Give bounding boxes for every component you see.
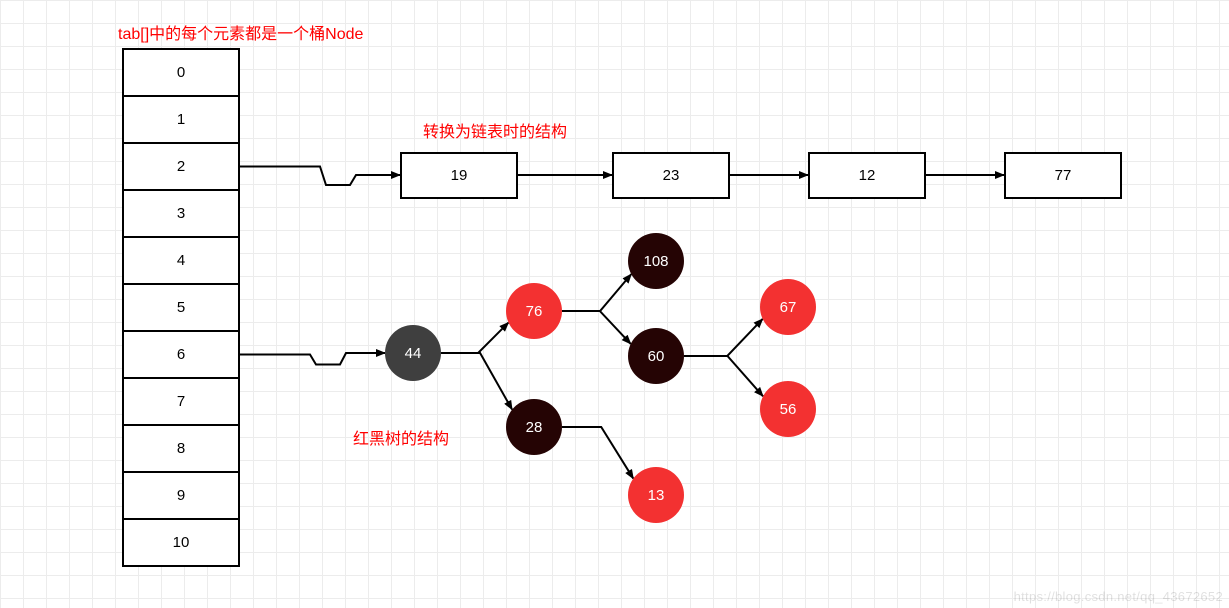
list-node: 12 [808, 152, 926, 199]
linked-list-label: 转换为链表时的结构 [423, 118, 567, 142]
bucket-cell: 4 [122, 236, 240, 285]
list-node: 23 [612, 152, 730, 199]
bucket-cell: 1 [122, 95, 240, 144]
tree-node: 56 [760, 381, 816, 437]
node-layer: 0123456789101923127744762810860136756 [0, 0, 1229, 608]
list-node: 19 [400, 152, 518, 199]
bucket-cell: 7 [122, 377, 240, 426]
tree-node: 44 [385, 325, 441, 381]
rb-tree-label: 红黑树的结构 [353, 425, 449, 449]
bucket-cell: 5 [122, 283, 240, 332]
bucket-cell: 3 [122, 189, 240, 238]
bucket-cell: 10 [122, 518, 240, 567]
tree-node: 108 [628, 233, 684, 289]
tree-node: 67 [760, 279, 816, 335]
tree-node: 60 [628, 328, 684, 384]
tree-node: 13 [628, 467, 684, 523]
list-node: 77 [1004, 152, 1122, 199]
tree-node: 76 [506, 283, 562, 339]
bucket-cell: 0 [122, 48, 240, 97]
watermark: https://blog.csdn.net/qq_43672652 [1014, 589, 1223, 604]
bucket-cell: 2 [122, 142, 240, 191]
title-label: tab[]中的每个元素都是一个桶Node [118, 20, 363, 44]
bucket-cell: 8 [122, 424, 240, 473]
bucket-cell: 9 [122, 471, 240, 520]
tree-node: 28 [506, 399, 562, 455]
bucket-cell: 6 [122, 330, 240, 379]
